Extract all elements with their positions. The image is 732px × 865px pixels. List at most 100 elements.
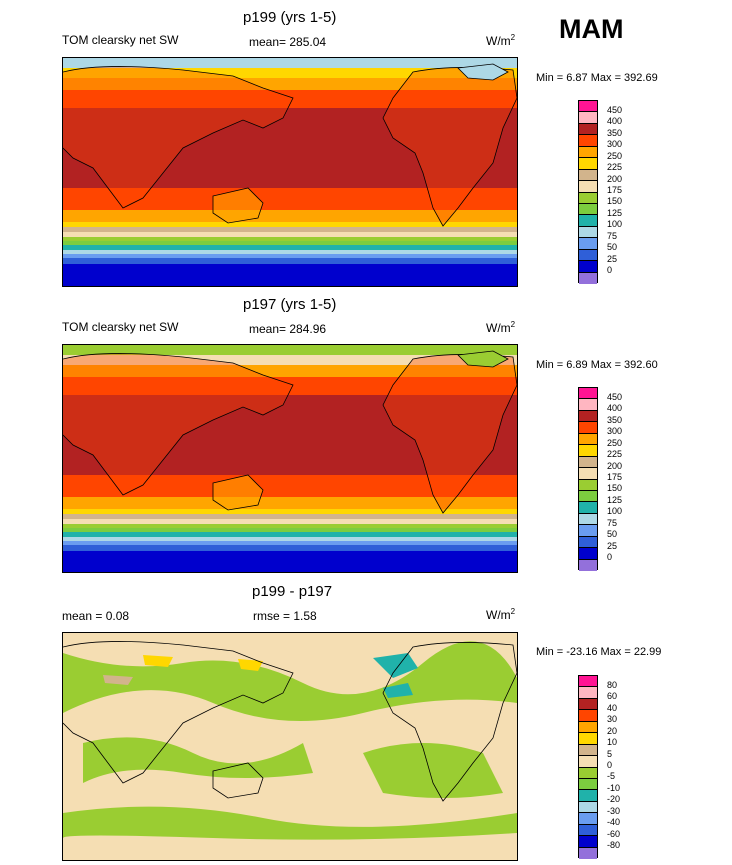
colorbar-swatch bbox=[579, 422, 597, 434]
colorbar-label: 30 bbox=[607, 714, 618, 724]
colorbar-label: -20 bbox=[607, 794, 621, 804]
colorbar-label: 350 bbox=[607, 128, 623, 138]
band bbox=[63, 232, 517, 237]
patch bbox=[63, 641, 517, 721]
colorbar-swatch bbox=[579, 479, 597, 491]
panel1-units: W/m2 bbox=[486, 33, 516, 48]
band bbox=[63, 545, 517, 551]
patch bbox=[143, 655, 173, 667]
colorbar-label: 5 bbox=[607, 749, 613, 759]
colorbar-label: 450 bbox=[607, 392, 623, 402]
colorbar-swatch bbox=[579, 123, 597, 136]
continent bbox=[63, 66, 294, 209]
colorbar-label: 400 bbox=[607, 403, 623, 413]
colorbar-label: 300 bbox=[607, 139, 623, 149]
colorbar-label: 50 bbox=[607, 242, 618, 252]
band bbox=[63, 475, 517, 497]
band bbox=[63, 250, 517, 254]
panel2-mean-label: mean= 284.96 bbox=[249, 322, 327, 336]
continent bbox=[63, 353, 294, 496]
colorbar-label: -80 bbox=[607, 840, 621, 850]
band bbox=[63, 222, 517, 227]
panel1-mean-label: mean= 285.04 bbox=[249, 35, 327, 49]
colorbar-swatch bbox=[579, 790, 597, 802]
band bbox=[63, 514, 517, 519]
colorbar-swatch bbox=[579, 215, 597, 227]
panel2-units: W/m2 bbox=[486, 320, 516, 335]
colorbar-swatch bbox=[579, 146, 597, 159]
colorbar-label: 300 bbox=[607, 426, 623, 436]
colorbar-swatch bbox=[579, 847, 597, 859]
colorbar-label: -30 bbox=[607, 806, 621, 816]
colorbar-swatch bbox=[579, 181, 597, 193]
colorbar-swatch bbox=[579, 112, 597, 124]
band bbox=[63, 365, 517, 377]
colorbar-swatch bbox=[579, 676, 597, 688]
panel1-variable-label: TOM clearsky net SW bbox=[62, 33, 179, 47]
panel3-map-svg bbox=[63, 633, 517, 860]
panel1-title: p199 (yrs 1-5) bbox=[243, 9, 337, 26]
band bbox=[63, 210, 517, 222]
band bbox=[63, 537, 517, 541]
colorbar-swatch bbox=[579, 203, 597, 216]
continent bbox=[382, 67, 517, 227]
colorbar-swatch bbox=[579, 169, 597, 182]
band bbox=[63, 497, 517, 509]
colorbar-swatch bbox=[579, 468, 597, 480]
colorbar-label: -10 bbox=[607, 783, 621, 793]
colorbar-swatch bbox=[579, 192, 597, 204]
season-title: MAM bbox=[559, 14, 624, 44]
band bbox=[63, 377, 517, 395]
colorbar-swatch bbox=[579, 388, 597, 400]
band bbox=[63, 58, 517, 68]
band bbox=[63, 528, 517, 532]
colorbar-swatch bbox=[579, 399, 597, 411]
colorbar-swatch bbox=[579, 226, 597, 239]
continent bbox=[382, 354, 517, 514]
band bbox=[63, 551, 517, 572]
band bbox=[63, 532, 517, 537]
colorbar-swatch bbox=[579, 813, 597, 825]
colorbar-label: 250 bbox=[607, 438, 623, 448]
colorbar-swatch bbox=[579, 548, 597, 560]
band bbox=[63, 245, 517, 250]
panel1-minmax: Min = 6.87 Max = 392.69 bbox=[536, 72, 658, 84]
colorbar-label: 100 bbox=[607, 219, 623, 229]
band bbox=[63, 78, 517, 90]
panel2-minmax: Min = 6.89 Max = 392.60 bbox=[536, 359, 658, 371]
panel3-rmse-label: rmse = 1.58 bbox=[253, 609, 317, 623]
continent bbox=[212, 187, 264, 224]
panel2-colorbar bbox=[578, 387, 598, 571]
colorbar-label: 400 bbox=[607, 116, 623, 126]
colorbar-label: 75 bbox=[607, 518, 618, 528]
colorbar-swatch bbox=[579, 536, 597, 549]
panel2-title: p197 (yrs 1-5) bbox=[243, 296, 337, 313]
continent bbox=[212, 474, 264, 511]
band bbox=[63, 541, 517, 545]
colorbar-label: 225 bbox=[607, 162, 623, 172]
band bbox=[63, 254, 517, 258]
colorbar-label: 200 bbox=[607, 461, 623, 471]
colorbar-label: -5 bbox=[607, 771, 616, 781]
colorbar-swatch bbox=[579, 767, 597, 779]
colorbar-swatch bbox=[579, 687, 597, 699]
colorbar-label: 50 bbox=[607, 529, 618, 539]
colorbar-swatch bbox=[579, 249, 597, 262]
colorbar-label: 175 bbox=[607, 472, 623, 482]
continent bbox=[457, 350, 509, 368]
patch bbox=[83, 737, 313, 783]
panel1-map-svg bbox=[63, 58, 517, 286]
colorbar-label: 75 bbox=[607, 231, 618, 241]
colorbar-label: 125 bbox=[607, 208, 623, 218]
colorbar-swatch bbox=[579, 490, 597, 503]
colorbar-label: 10 bbox=[607, 737, 618, 747]
panel3-minmax: Min = -23.16 Max = 22.99 bbox=[536, 646, 662, 658]
patch bbox=[373, 653, 418, 678]
band bbox=[63, 188, 517, 210]
colorbar-label: 0 bbox=[607, 760, 613, 770]
colorbar-swatch bbox=[579, 513, 597, 526]
colorbar-swatch bbox=[579, 824, 597, 837]
colorbar-swatch bbox=[579, 525, 597, 537]
colorbar-label: 0 bbox=[607, 265, 613, 275]
panel1-colorbar bbox=[578, 100, 598, 284]
